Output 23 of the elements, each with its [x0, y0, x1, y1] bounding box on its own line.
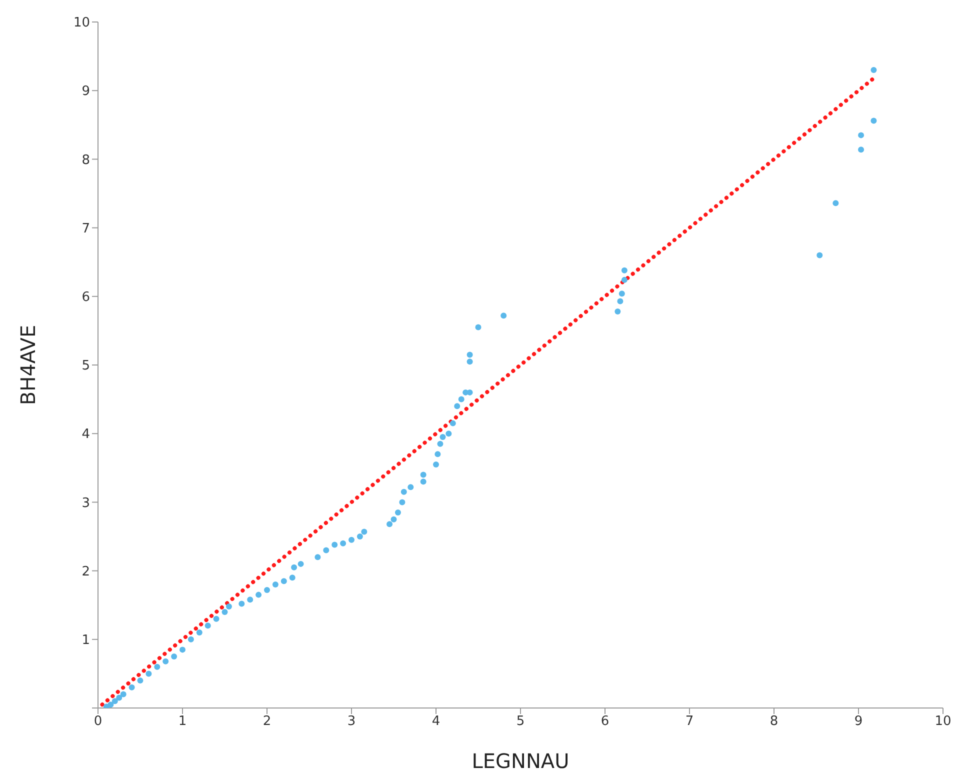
x-axis-title: LEGNNAU	[472, 749, 570, 773]
y-tick-label: 2	[82, 564, 90, 580]
y-tick-label: 3	[82, 496, 90, 511]
x-tick-label: 7	[685, 714, 694, 730]
x-tick-label: 4	[432, 714, 440, 730]
y-tick-label: 10	[73, 16, 90, 31]
x-tick-label: 0	[94, 714, 102, 730]
x-tick-label: 3	[347, 714, 356, 730]
y-axis-title: BH4AVE	[16, 324, 40, 406]
x-tick-label: 6	[600, 714, 610, 730]
y-tick-label: 5	[82, 358, 90, 374]
y-tick-label: 1	[82, 633, 90, 648]
y-tick-label: 8	[82, 152, 90, 168]
y-tick-label: 7	[82, 221, 90, 236]
x-tick-label: 5	[516, 714, 525, 730]
y-tick-label: 9	[82, 84, 90, 100]
x-tick-label: 10	[934, 714, 952, 730]
x-tick-label: 2	[262, 714, 272, 730]
x-tick-label: 1	[178, 714, 187, 730]
x-tick-label: 9	[854, 714, 863, 730]
y-tick-label: 6	[82, 290, 90, 306]
y-tick-label: 4	[82, 427, 90, 442]
x-tick-label: 8	[770, 714, 778, 730]
